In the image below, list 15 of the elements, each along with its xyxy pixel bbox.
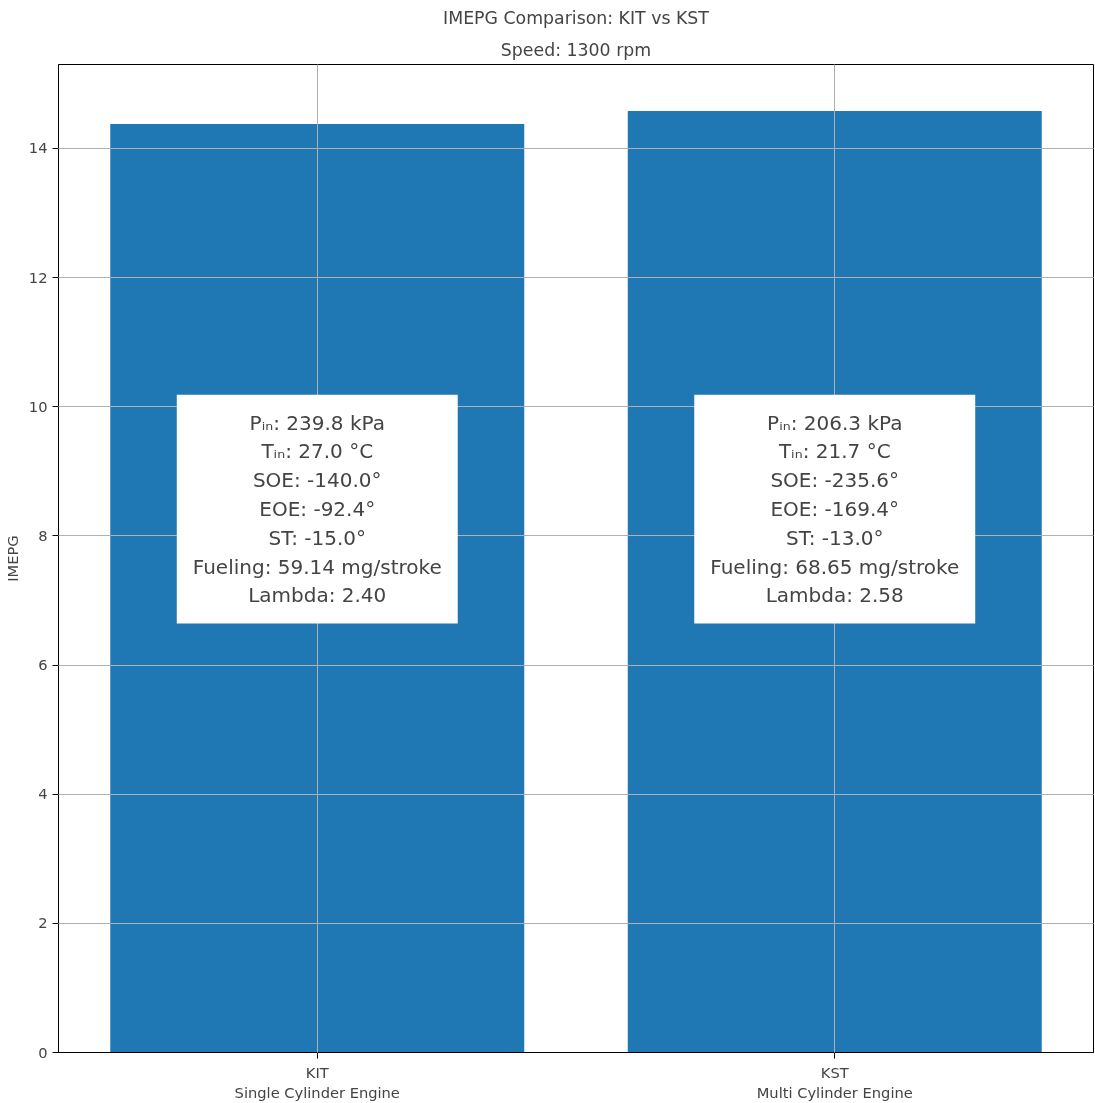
y-tick-label: 10 (28, 397, 48, 415)
y-tick-label: 6 (38, 656, 48, 674)
annotation: Pᵢₙ: 239.8 kPa Tᵢₙ: 27.0 °C SOE: -140.0° EOE: -92.4° ST: -15.0° Fueling: 59.14 mg/stroke Lambda: 2.40 (192, 410, 442, 608)
y-tick-label: 0 (38, 1043, 48, 1061)
x-tick-label: KST Multi Cylinder Engine (756, 1063, 913, 1101)
chart-title: IMEPG Comparison: KIT vs KST (443, 7, 710, 28)
y-axis-title: IMEPG (3, 535, 21, 582)
x-tick-label: KIT Single Cylinder Engine (234, 1063, 400, 1101)
y-tick-label: 4 (38, 785, 48, 803)
y-tick-label: 2 (38, 914, 48, 932)
chart-subtitle: Speed: 1300 rpm (500, 39, 652, 60)
y-tick-label: 14 (28, 139, 48, 157)
y-tick-label: 8 (38, 526, 48, 544)
y-tick-label: 12 (28, 268, 48, 286)
annotation: Pᵢₙ: 206.3 kPa Tᵢₙ: 21.7 °C SOE: -235.6° EOE: -169.4° ST: -13.0° Fueling: 68.65 mg/stroke Lambda: 2.58 (710, 410, 960, 608)
